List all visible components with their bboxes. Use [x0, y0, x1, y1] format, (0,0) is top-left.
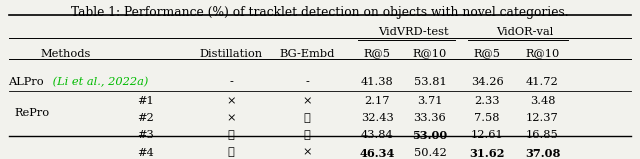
Text: Distillation: Distillation	[200, 49, 262, 59]
Text: R@5: R@5	[474, 49, 500, 59]
Text: 53.00: 53.00	[412, 130, 447, 141]
Text: R@5: R@5	[364, 49, 390, 59]
Text: 41.72: 41.72	[526, 77, 559, 87]
Text: 7.58: 7.58	[474, 113, 500, 123]
Text: 37.08: 37.08	[525, 148, 560, 159]
Text: #1: #1	[137, 96, 154, 106]
Text: 2.33: 2.33	[474, 96, 500, 106]
Text: 12.37: 12.37	[526, 113, 559, 123]
Text: ×: ×	[303, 148, 312, 158]
Text: #2: #2	[137, 113, 154, 123]
Text: R@10: R@10	[413, 49, 447, 59]
Text: 53.81: 53.81	[413, 77, 446, 87]
Text: 16.85: 16.85	[526, 130, 559, 140]
Text: ×: ×	[303, 96, 312, 106]
Text: R@10: R@10	[525, 49, 559, 59]
Text: 41.38: 41.38	[361, 77, 394, 87]
Text: #3: #3	[137, 130, 154, 140]
Text: Table 1: Performance (%) of tracklet detection on objects with novel categories.: Table 1: Performance (%) of tracklet det…	[71, 6, 569, 19]
Text: ✓: ✓	[304, 113, 311, 123]
Text: BG-Embd: BG-Embd	[280, 49, 335, 59]
Text: ALPro: ALPro	[8, 77, 44, 87]
Text: -: -	[229, 77, 233, 87]
Text: 50.42: 50.42	[413, 148, 446, 158]
Text: RePro: RePro	[15, 108, 50, 118]
Text: VidVRD-test: VidVRD-test	[378, 27, 449, 37]
Text: #4: #4	[137, 148, 154, 158]
Text: 3.48: 3.48	[530, 96, 556, 106]
Text: 12.61: 12.61	[471, 130, 504, 140]
Text: 32.43: 32.43	[361, 113, 394, 123]
Text: ✓: ✓	[228, 130, 234, 140]
Text: VidOR-val: VidOR-val	[496, 27, 553, 37]
Text: 3.71: 3.71	[417, 96, 443, 106]
Text: ✓: ✓	[304, 130, 311, 140]
Text: 31.62: 31.62	[469, 148, 505, 159]
Text: ×: ×	[227, 113, 236, 123]
Text: 46.34: 46.34	[360, 148, 395, 159]
Text: 34.26: 34.26	[471, 77, 504, 87]
Text: 43.84: 43.84	[361, 130, 394, 140]
Text: 33.36: 33.36	[413, 113, 446, 123]
Text: (Li et al., 2022a): (Li et al., 2022a)	[49, 77, 148, 87]
Text: 2.17: 2.17	[364, 96, 390, 106]
Text: -: -	[305, 77, 309, 87]
Text: ×: ×	[227, 96, 236, 106]
Text: Methods: Methods	[40, 49, 91, 59]
Text: ✓: ✓	[228, 148, 234, 158]
